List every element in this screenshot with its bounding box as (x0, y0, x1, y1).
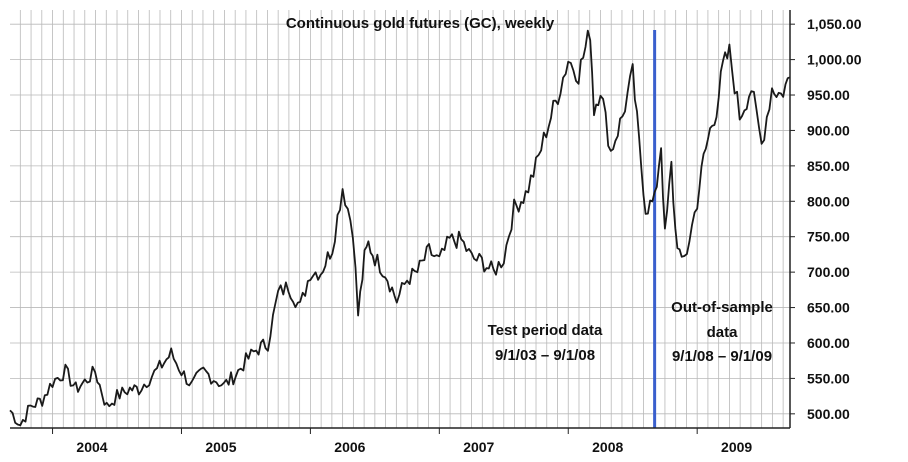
test-period-dates: 9/1/03 – 9/1/08 (495, 347, 595, 364)
x-tick-label: 2007 (463, 439, 494, 455)
oos-label: Out-of-sample (671, 299, 773, 316)
price-series-line (9, 29, 791, 427)
y-tick-label: 500.00 (807, 406, 850, 422)
y-tick-label: 850.00 (807, 158, 850, 174)
x-tick-label: 2006 (334, 439, 365, 455)
plot-background (10, 10, 790, 428)
y-tick-label: 650.00 (807, 300, 850, 316)
x-tick-label: 2008 (592, 439, 623, 455)
series-layer (9, 29, 791, 427)
y-tick-label: 1,000.00 (807, 52, 862, 68)
x-axis-ticks: 2004 2005 2006 2007 2008 2009 (52, 428, 752, 455)
test-period-label: Test period data (488, 322, 603, 339)
y-tick-label: 950.00 (807, 87, 850, 103)
y-tick-label: 900.00 (807, 122, 850, 138)
y-tick-label: 600.00 (807, 335, 850, 351)
y-tick-label: 800.00 (807, 193, 850, 209)
x-tick-label: 2005 (205, 439, 236, 455)
oos-label-data: data (707, 324, 739, 341)
y-axis-ticks: 500.00 550.00 600.00 650.00 700.00 750.00 800.… (790, 16, 862, 422)
x-tick-label: 2009 (721, 439, 752, 455)
chart-title: Continuous gold futures (GC), weekly (286, 15, 555, 32)
x-tick-label: 2004 (76, 439, 107, 455)
y-tick-label: 550.00 (807, 370, 850, 386)
grid (10, 10, 790, 428)
oos-dates: 9/1/08 – 9/1/09 (672, 348, 772, 365)
y-tick-label: 700.00 (807, 264, 850, 280)
y-tick-label: 750.00 (807, 229, 850, 245)
y-tick-label: 1,050.00 (807, 16, 862, 32)
